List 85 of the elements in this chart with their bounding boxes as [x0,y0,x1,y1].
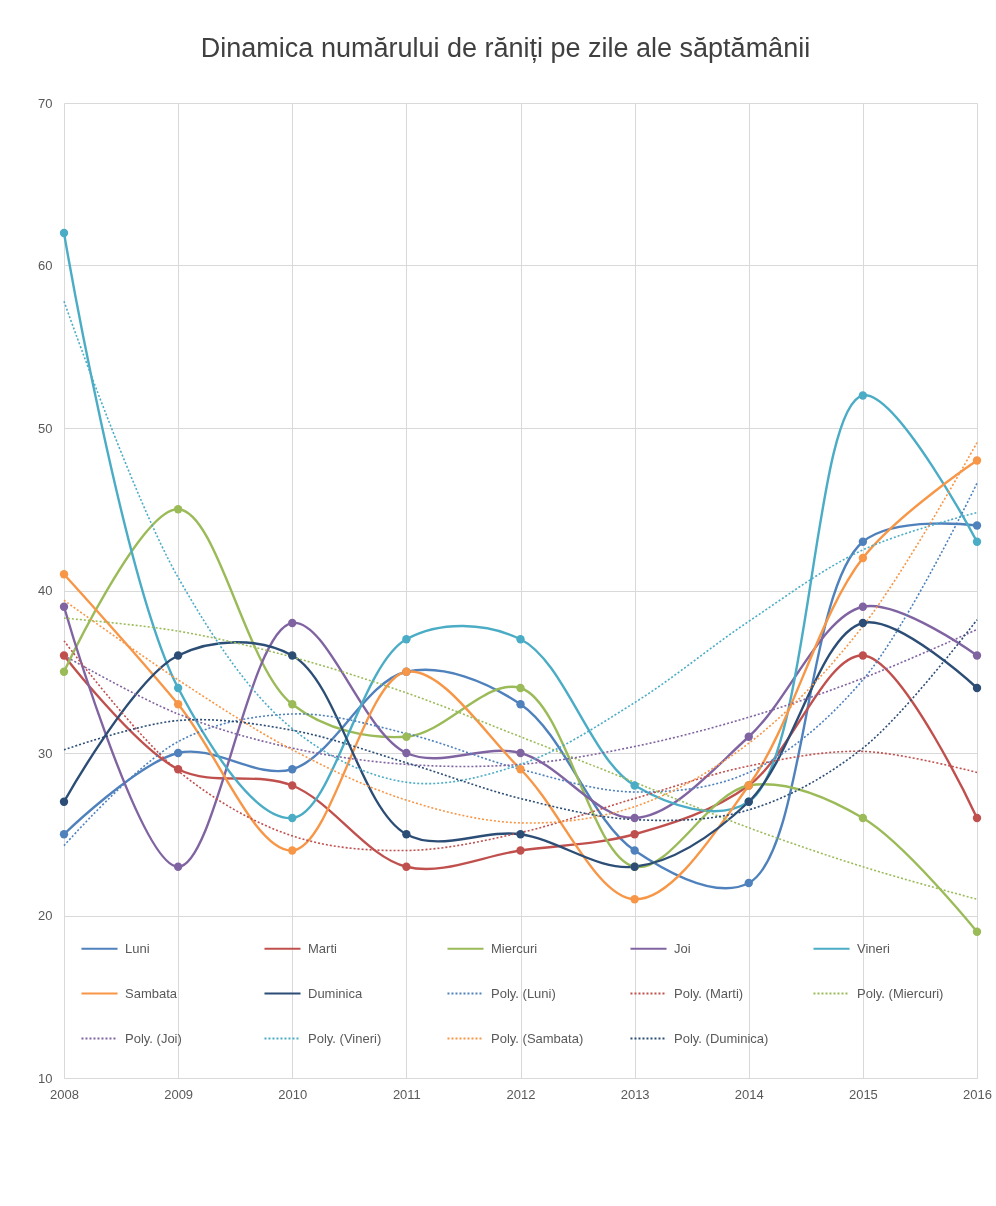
point [972,927,982,936]
point [59,570,69,579]
y-tick-label: 20 [38,908,53,923]
point [59,602,69,611]
point [402,748,411,758]
point [288,846,297,855]
point [288,618,297,628]
point [858,553,868,563]
point [858,813,868,823]
point [288,700,297,709]
x-tick-label: 2009 [164,1086,194,1102]
point [402,732,411,741]
point [744,732,753,741]
point [858,602,868,611]
point [402,862,411,871]
point [59,228,69,238]
y-tick-label: 60 [38,258,53,273]
point [173,700,183,709]
legend-label: Poly. (Marti) [674,985,744,1001]
point [516,846,525,855]
point [630,781,639,790]
y-tick-label: 50 [38,420,53,436]
legend-label: Poly. (Vineri) [308,1030,382,1046]
x-tick-label: 2010 [278,1086,308,1102]
point [288,765,297,774]
x-tick-label: 2008 [50,1086,79,1102]
point [288,813,297,823]
point [402,830,411,839]
point [858,651,868,660]
point [972,456,982,465]
chart-title: Dinamica numărului de răniți pe zile ale săptămânii [200,33,811,63]
point [516,683,525,693]
point [402,635,411,644]
point [173,748,183,758]
point [630,895,639,904]
point [972,651,982,660]
point [59,830,69,839]
x-tick-label: 2011 [392,1086,421,1102]
legend-label: Vineri [857,940,891,956]
point [630,813,639,823]
point [516,635,525,644]
point [173,765,183,774]
point [972,537,982,546]
point [744,878,753,888]
point [972,813,982,823]
point [630,830,639,839]
point [516,765,525,774]
y-tick-label: 10 [38,1070,53,1086]
x-tick-label: 2016 [963,1086,992,1102]
legend-label: Poly. (Luni) [491,985,556,1001]
point [516,700,525,709]
legend-label: Sambata [125,985,178,1001]
point [173,651,183,660]
legend-label: Poly. (Sambata) [491,1030,584,1046]
point [59,797,69,806]
point [972,683,982,693]
point [858,537,868,546]
x-tick-label: 2014 [734,1086,764,1102]
point [858,618,868,628]
x-tick-label: 2013 [620,1086,650,1102]
point [288,781,297,790]
x-tick-label: 2015 [848,1086,878,1102]
point [173,505,183,514]
point [59,651,69,660]
legend-label: Poly. (Joi) [125,1030,182,1046]
legend-label: Poly. (Duminica) [674,1030,769,1046]
y-tick-label: 30 [38,745,53,761]
point [288,651,297,660]
point [972,521,982,530]
legend-label: Marti [308,940,337,956]
legend-label: Poly. (Miercuri) [857,985,944,1001]
legend-label: Duminica [308,985,363,1001]
y-tick-label: 70 [38,95,53,111]
legend-label: Luni [125,940,150,956]
legend-label: Joi [674,940,691,956]
point [173,862,183,871]
y-tick-label: 40 [38,583,53,598]
point [516,830,525,839]
x-tick-label: 2012 [506,1086,536,1102]
point [59,667,69,676]
point [516,748,525,758]
point [173,683,183,693]
legend-label: Miercuri [491,940,538,956]
point [858,391,868,400]
point [630,846,639,855]
